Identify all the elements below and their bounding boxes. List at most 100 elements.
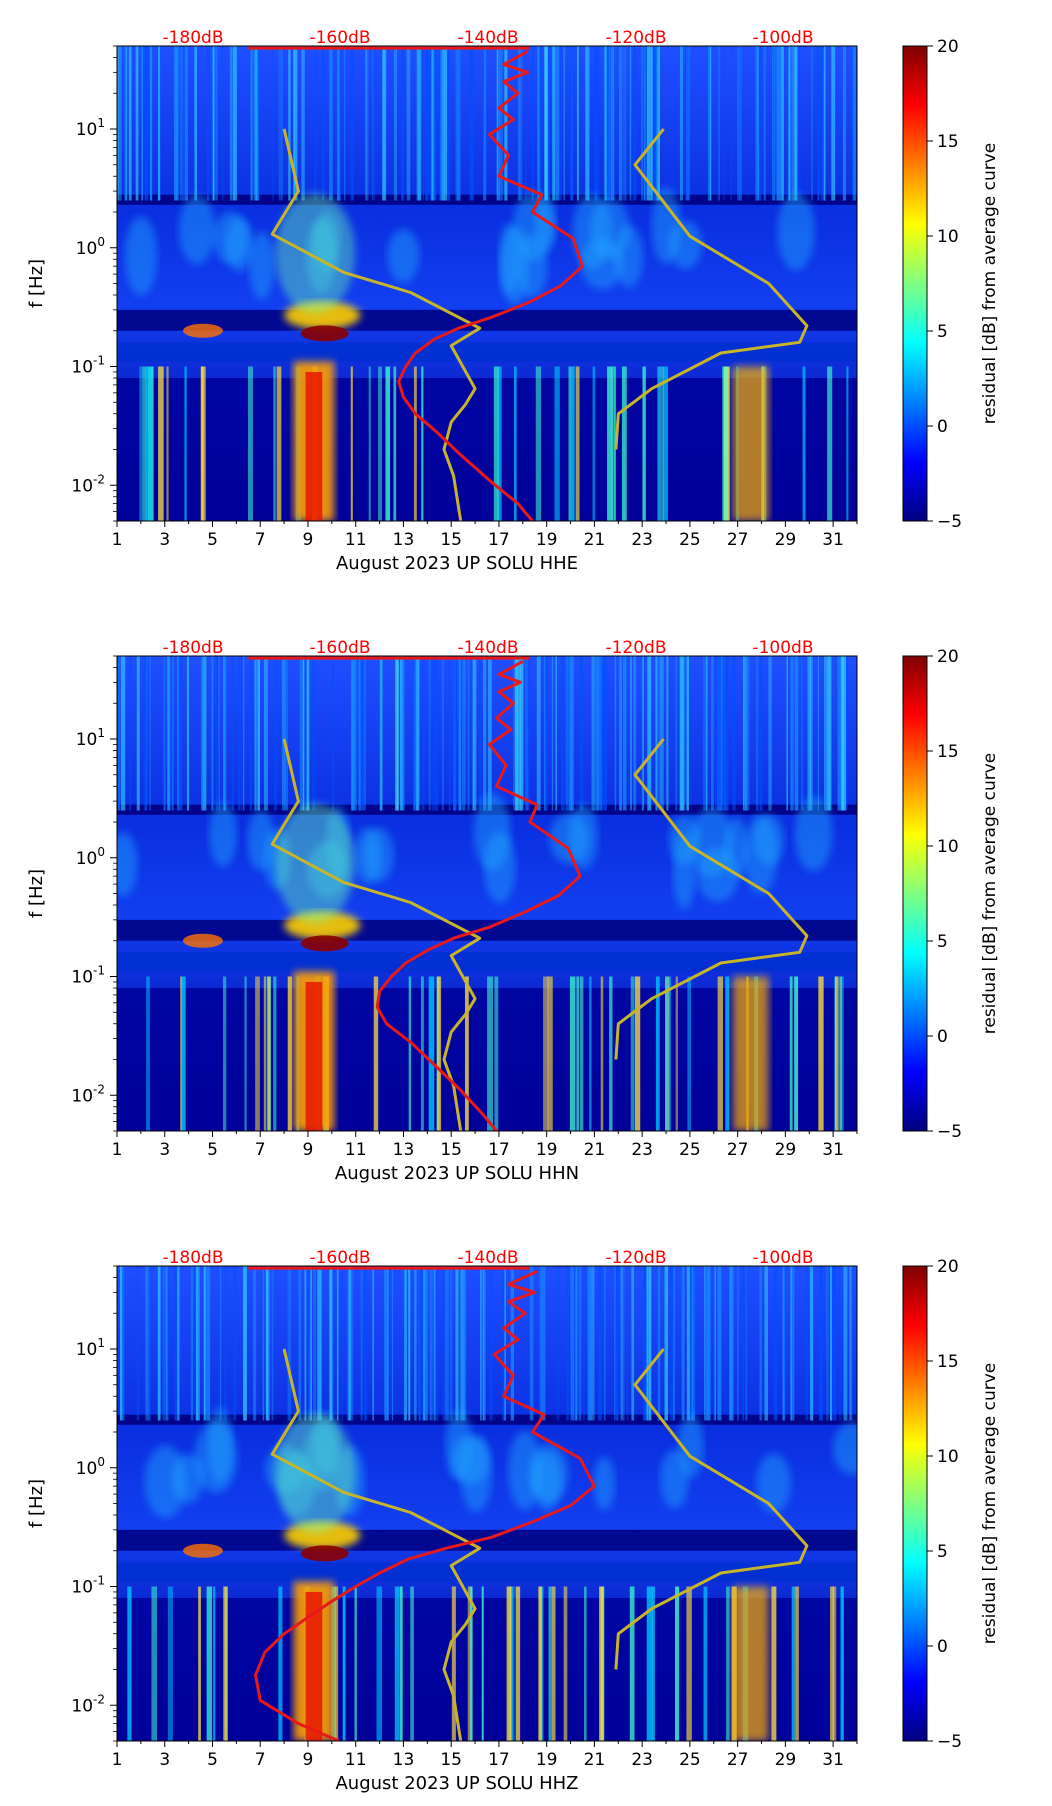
heatmap-streak <box>202 656 207 811</box>
heatmap-streak <box>811 46 813 201</box>
heatmap-burst <box>514 366 517 521</box>
heatmap-burst <box>789 976 793 1131</box>
heatmap-streak <box>706 1266 711 1421</box>
heatmap-burst <box>802 366 806 521</box>
heatmap-streak <box>692 1266 695 1421</box>
heatmap-streak <box>832 1266 837 1421</box>
heatmap-streak <box>252 1266 257 1421</box>
heatmap-streak <box>257 656 260 811</box>
heatmap-streak <box>141 46 143 201</box>
heatmap-burst <box>127 1586 132 1741</box>
heatmap-burst <box>571 366 575 521</box>
heatmap-streak <box>166 1266 169 1421</box>
heatmap-streak <box>431 656 435 811</box>
x-tick-label: 21 <box>584 530 606 550</box>
heatmap-streak <box>331 1266 334 1421</box>
heatmap-streak <box>559 46 563 201</box>
heatmap-streak <box>224 656 226 811</box>
heatmap-streak <box>730 1266 733 1421</box>
colorbar-label: residual [dB] from average curve <box>980 1363 1000 1644</box>
colorbar: −5 0 5 10 15 20 residual [dB] from average cur… <box>902 1257 1000 1752</box>
colorbar-tick-label: 10 <box>937 1447 959 1467</box>
heatmap-streak <box>395 656 399 811</box>
heatmap-streak <box>164 656 166 811</box>
x-tick-label: 5 <box>207 1140 218 1160</box>
heatmap-streak <box>374 46 376 201</box>
heatmap-streak <box>365 46 368 201</box>
heatmap-burst <box>223 976 227 1131</box>
heatmap-burst <box>451 1586 456 1741</box>
heatmap-burst <box>827 366 833 521</box>
heatmap-streak <box>249 656 252 811</box>
heatmap-streak <box>351 46 354 201</box>
heatmap-burst <box>657 366 660 521</box>
db-scale-label: -160dB <box>309 1248 370 1268</box>
event-burst <box>732 976 769 1131</box>
x-tick-label: 15 <box>440 1140 462 1160</box>
heatmap-streak <box>286 656 288 811</box>
x-tick-label: 13 <box>393 1140 415 1160</box>
x-tick-label: 11 <box>345 530 367 550</box>
heatmap-streak <box>818 46 820 201</box>
heatmap-burst <box>568 366 572 521</box>
heatmap-streak <box>438 46 442 201</box>
x-axis-label: August 2023 UP SOLU HHN <box>335 1163 579 1184</box>
heatmap-streak <box>739 46 742 201</box>
heatmap-streak <box>147 1266 149 1421</box>
heatmap-streak <box>652 46 655 201</box>
heatmap-burst <box>543 976 549 1131</box>
heatmap-burst <box>151 1586 158 1741</box>
heatmap-streak <box>372 1266 374 1421</box>
x-tick-label: 29 <box>775 1750 797 1770</box>
heatmap-streak <box>379 656 383 811</box>
heatmap-streak <box>655 656 658 811</box>
heatmap-streak <box>671 1266 674 1421</box>
y-tick-label: 100 <box>76 235 105 259</box>
heatmap-band <box>117 342 857 362</box>
heatmap-streak <box>525 46 527 201</box>
heatmap-burst <box>554 366 560 521</box>
heatmap-blob <box>512 191 554 262</box>
heatmap-streak <box>364 1266 368 1421</box>
heatmap-streak <box>396 656 399 811</box>
heatmap-streak <box>794 656 799 811</box>
heatmap-streak <box>577 1266 579 1421</box>
heatmap-burst <box>399 1586 403 1741</box>
heatmap-blob <box>451 1434 490 1485</box>
heatmap-band <box>117 1529 857 1551</box>
heatmap-streak <box>707 46 712 201</box>
colorbar-tick-label: 15 <box>937 742 959 762</box>
x-tick-label: 21 <box>584 1750 606 1770</box>
heatmap-burst <box>494 976 499 1131</box>
heatmap-burst <box>198 1586 201 1741</box>
heatmap-streak <box>544 656 548 811</box>
heatmap-streak <box>536 656 541 811</box>
heatmap-burst <box>200 366 206 521</box>
heatmap-burst <box>350 366 353 521</box>
heatmap-burst <box>511 1586 515 1741</box>
heatmap-streak <box>284 656 288 811</box>
heatmap-streak <box>646 46 650 201</box>
heatmap-streak <box>838 1266 842 1421</box>
heatmap-streak <box>659 656 664 811</box>
heatmap-streak <box>309 1266 312 1421</box>
heatmap-streak <box>571 656 574 811</box>
heatmap-blob <box>833 1422 857 1475</box>
heatmap-streak <box>801 656 804 811</box>
x-tick-label: 17 <box>488 530 510 550</box>
heatmap-streak <box>595 656 598 811</box>
heatmap-streak <box>569 656 573 811</box>
x-tick-label: 5 <box>207 1750 218 1770</box>
heatmap-streak <box>263 656 268 811</box>
x-tick-label: 19 <box>536 530 558 550</box>
x-tick-label: 29 <box>775 1140 797 1160</box>
heatmap-streak <box>566 1266 569 1421</box>
heatmap-streak <box>576 46 579 201</box>
heatmap-burst <box>652 1586 655 1741</box>
heatmap-streak <box>526 656 530 811</box>
heatmap-streak <box>841 656 844 811</box>
db-scale-label: -120dB <box>605 638 666 658</box>
heatmap-burst <box>830 1586 835 1741</box>
db-scale-label: -100dB <box>752 638 813 658</box>
heatmap-streak <box>517 46 520 201</box>
